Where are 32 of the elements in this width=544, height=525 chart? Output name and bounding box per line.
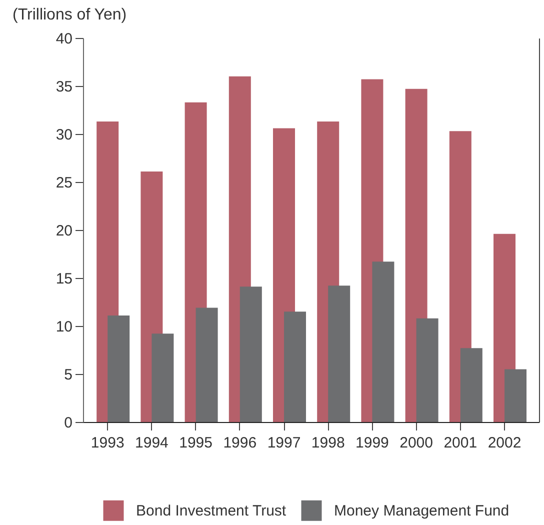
y-tick-label: 20 — [56, 222, 72, 240]
bar — [372, 262, 394, 422]
y-tick-label: 35 — [56, 78, 72, 96]
x-tick-label: 1994 — [135, 434, 168, 452]
y-tick-label: 5 — [64, 366, 72, 384]
bar — [460, 348, 482, 422]
x-tick-label: 1993 — [90, 434, 124, 452]
x-tick-label: 1998 — [311, 434, 345, 452]
y-axis-title: (Trillions of Yen) — [12, 6, 127, 24]
bar — [152, 334, 174, 422]
x-tick-label: 2000 — [400, 434, 433, 452]
x-tick-label: 2001 — [444, 434, 478, 452]
bar — [108, 315, 130, 422]
x-tick-label: 1995 — [179, 434, 212, 452]
x-tick-label: 1997 — [267, 434, 301, 452]
legend-label: Money Management Fund — [334, 502, 510, 520]
x-tick-label: 1999 — [356, 434, 389, 452]
bar — [416, 318, 438, 422]
x-tick-label: 2002 — [488, 434, 522, 452]
y-tick-label: 15 — [56, 270, 72, 288]
legend-label: Bond Investment Trust — [136, 502, 287, 520]
bar — [240, 286, 262, 422]
y-tick-label: 30 — [56, 126, 72, 144]
bar — [328, 286, 350, 422]
y-tick-label: 25 — [56, 174, 72, 192]
y-tick-label: 0 — [64, 414, 72, 432]
y-tick-label: 40 — [56, 30, 72, 48]
y-tick-label: 10 — [56, 318, 72, 336]
x-tick-label: 1996 — [223, 434, 257, 452]
bar — [196, 308, 218, 422]
bar — [504, 369, 527, 422]
bar — [284, 312, 306, 422]
